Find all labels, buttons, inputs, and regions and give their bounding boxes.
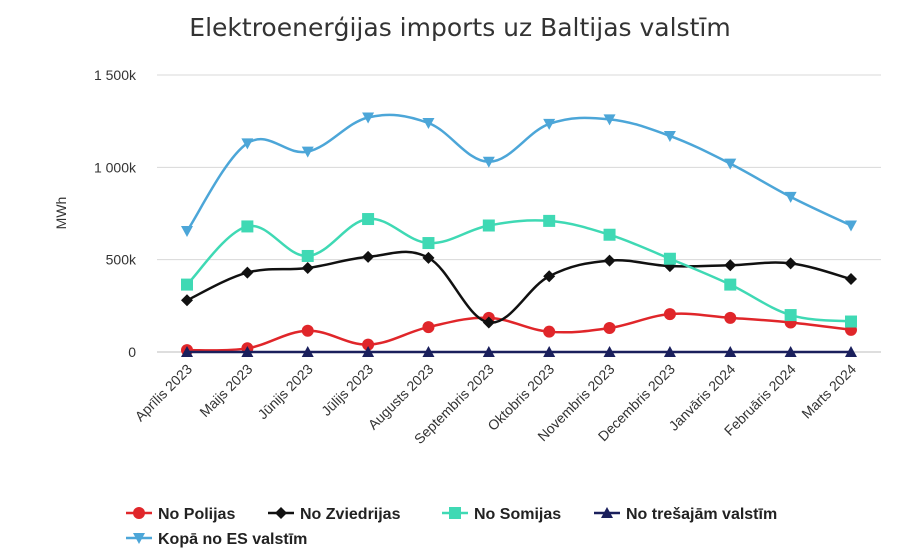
series	[181, 250, 857, 329]
legend-item: No Polijas	[126, 506, 235, 523]
data-point	[362, 346, 375, 357]
legend-label: No Zviedrijas	[300, 506, 401, 523]
legend-label: No Somijas	[474, 506, 561, 523]
y-tick-label: 1 000k	[94, 159, 137, 175]
data-point	[543, 270, 556, 283]
y-axis-ticks: 0 500k 1 000k 1 500k	[94, 67, 137, 360]
x-tick-label: Marts 2024	[798, 361, 859, 422]
data-point	[301, 146, 314, 158]
y-axis-label: MWh	[53, 197, 69, 230]
data-point	[482, 219, 495, 232]
data-point	[845, 315, 857, 328]
data-point	[603, 321, 616, 334]
data-point	[784, 257, 797, 270]
data-point	[543, 118, 556, 130]
data-point	[543, 214, 556, 227]
data-point	[663, 346, 676, 357]
data-point	[724, 278, 737, 291]
data-point	[845, 273, 857, 286]
data-point	[784, 191, 797, 203]
legend-item: No Somijas	[442, 506, 561, 523]
legend-marker	[133, 533, 145, 544]
data-point	[603, 114, 616, 126]
data-point	[362, 213, 375, 226]
series	[181, 112, 857, 238]
data-point	[422, 237, 435, 250]
data-point	[724, 259, 737, 272]
data-point	[241, 138, 254, 150]
data-point	[603, 228, 616, 241]
data-point	[301, 346, 314, 357]
legend-item: No Zviedrijas	[268, 506, 401, 523]
data-point	[241, 220, 254, 233]
series-line	[186, 250, 852, 324]
data-point	[241, 266, 254, 279]
data-point	[784, 346, 797, 357]
legend-label: No Polijas	[158, 506, 235, 523]
data-point	[301, 261, 314, 274]
series	[181, 308, 857, 357]
series	[181, 213, 857, 328]
data-point	[362, 338, 375, 351]
data-point	[845, 220, 857, 232]
x-tick-label: Jūnijs 2023	[254, 361, 316, 423]
data-point	[301, 324, 314, 337]
data-point	[603, 346, 616, 357]
series-line	[186, 312, 852, 352]
y-tick-label: 0	[128, 344, 136, 360]
data-point	[181, 346, 193, 357]
legend-item: No trešajām valstīm	[594, 506, 777, 523]
data-point	[845, 346, 857, 357]
data-point	[422, 251, 435, 264]
data-point	[482, 156, 495, 168]
legend: No Polijas No Zviedrijas No Somijas No treš…	[126, 506, 777, 548]
data-point	[241, 346, 254, 357]
data-point	[663, 252, 676, 265]
data-point	[784, 309, 797, 322]
data-point	[422, 346, 435, 357]
data-point	[482, 316, 495, 329]
legend-marker	[449, 507, 461, 519]
y-tick-label: 1 500k	[94, 67, 137, 83]
data-point	[663, 308, 676, 321]
x-tick-label: Aprīlis 2023	[132, 361, 196, 425]
chart-title: Elektroenerģijas imports uz Baltijas val…	[189, 13, 730, 42]
data-point	[482, 346, 495, 357]
data-point	[362, 250, 375, 263]
data-point	[362, 112, 375, 124]
data-point	[181, 278, 193, 291]
y-tick-label: 500k	[106, 252, 137, 268]
legend-label: No trešajām valstīm	[626, 506, 777, 523]
legend-marker	[601, 507, 613, 518]
data-point	[181, 294, 193, 307]
data-point	[724, 158, 737, 170]
legend-marker	[275, 507, 287, 519]
series-group	[181, 112, 857, 357]
data-point	[724, 346, 737, 357]
data-point	[603, 254, 616, 267]
grid	[157, 74, 881, 353]
legend-item: Kopā no ES valstīm	[126, 531, 307, 548]
data-point	[543, 325, 556, 338]
data-point	[301, 249, 314, 262]
x-tick-label: Jūlijs 2023	[318, 361, 376, 419]
data-point	[724, 311, 737, 324]
series	[181, 346, 857, 357]
x-tick-label: Maijs 2023	[196, 361, 255, 420]
data-point	[543, 346, 556, 357]
series-line	[185, 113, 852, 232]
data-point	[422, 321, 435, 334]
data-point	[663, 130, 676, 142]
legend-marker	[133, 507, 145, 519]
legend-label: Kopā no ES valstīm	[158, 531, 307, 548]
data-point	[181, 226, 193, 238]
data-point	[422, 118, 435, 130]
